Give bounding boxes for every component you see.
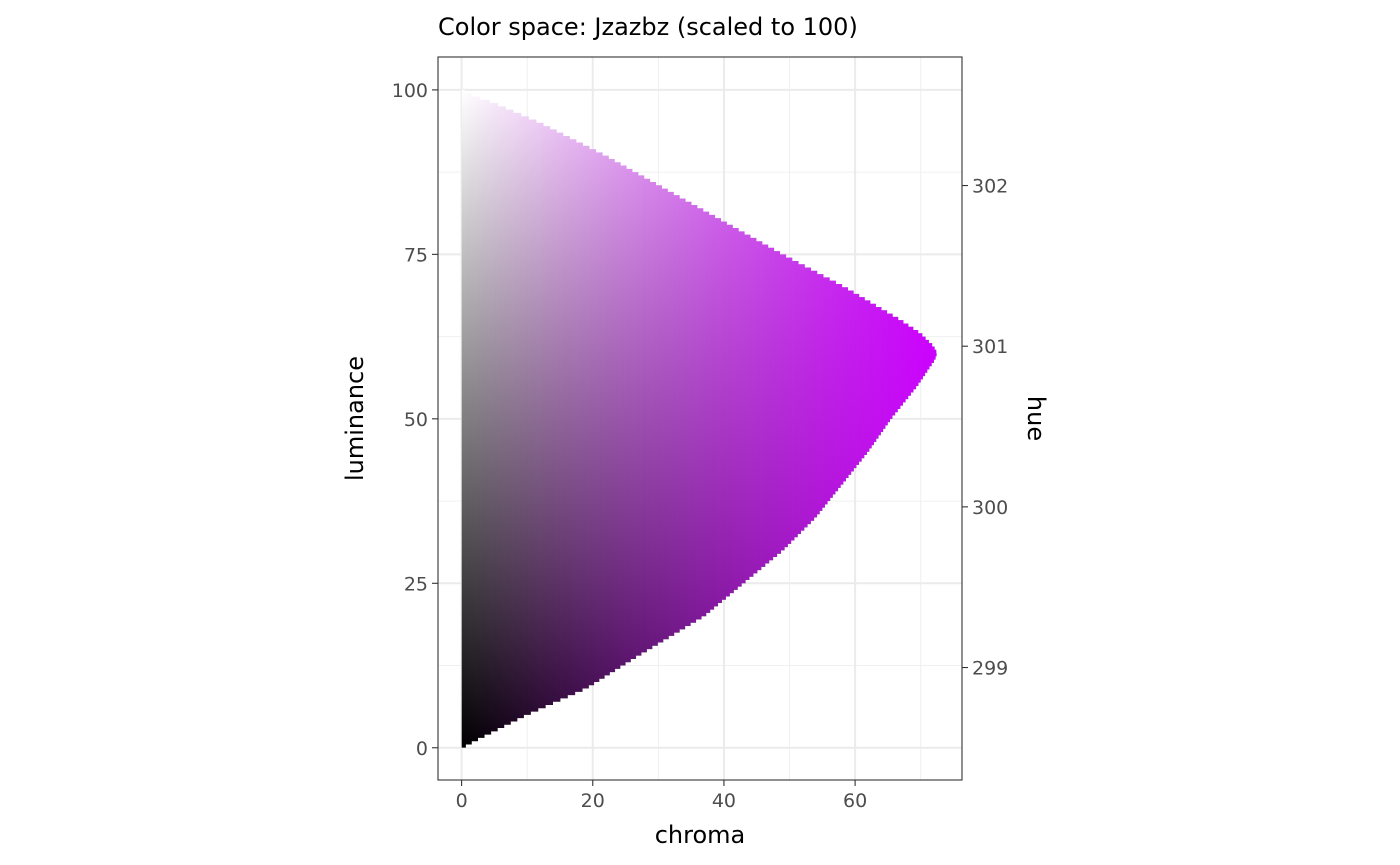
- secondary-y-tick-label: 302: [972, 176, 1008, 198]
- y-axis-title: luminance: [341, 356, 369, 481]
- x-axis-title: chroma: [655, 821, 746, 849]
- secondary-y-tick-label: 301: [972, 336, 1008, 358]
- y-tick-label: 75: [404, 244, 428, 266]
- x-tick-label: 60: [843, 790, 867, 812]
- x-tick-label: 20: [581, 790, 605, 812]
- y-tick-label: 0: [416, 738, 428, 760]
- y-axis-ticks: 0 25 50 75 100: [392, 80, 438, 760]
- secondary-y-tick-label: 299: [972, 658, 1008, 680]
- secondary-y-axis-title: hue: [1022, 396, 1050, 441]
- x-axis-ticks: 0 20 40 60: [456, 780, 867, 812]
- y-tick-label: 100: [392, 80, 428, 102]
- y-tick-label: 50: [404, 409, 428, 431]
- y-tick-label: 25: [404, 573, 428, 595]
- secondary-y-tick-label: 300: [972, 497, 1008, 519]
- x-tick-label: 0: [456, 790, 468, 812]
- secondary-y-axis-ticks: 299 300 301 302: [962, 176, 1008, 680]
- x-tick-label: 40: [712, 790, 736, 812]
- chart-title: Color space: Jzazbz (scaled to 100): [438, 13, 858, 41]
